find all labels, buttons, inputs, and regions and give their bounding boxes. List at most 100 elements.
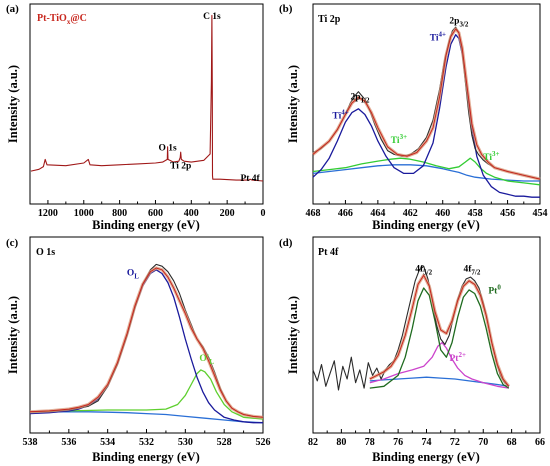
xtick-label-a-400: 400 xyxy=(184,208,199,219)
panel-d-xlabel: Binding energy (eV) xyxy=(372,450,480,464)
annotation-b-4: Ti3+ xyxy=(391,133,407,146)
panel-b-tag: (b) xyxy=(279,3,293,15)
series-c-background xyxy=(30,411,264,424)
series-d-pt2 xyxy=(369,341,509,389)
panel-b-xticks: 468 466 464 462 460 458 456 454 xyxy=(306,200,548,219)
annotation-b-0: 2p3/2 xyxy=(449,16,468,28)
xtick-label-b-466: 466 xyxy=(338,208,353,219)
annotation-a-0: C 1s xyxy=(203,12,221,22)
xtick-label-b-458: 458 xyxy=(468,208,483,219)
panel-d-plot xyxy=(312,265,511,391)
annotation-a-2: Ti 2p xyxy=(170,161,191,171)
annotation-d-1: 4f7/2 xyxy=(463,265,480,277)
xtick-label-c-538: 538 xyxy=(23,437,38,448)
panel-b-frame xyxy=(312,3,541,205)
panel-a-xticks: 1200 1000 800 600 400 200 0 xyxy=(38,200,266,219)
series-b-ti3 xyxy=(312,157,541,186)
annotation-d-3: Pt2+ xyxy=(449,351,465,364)
panel-d-ylabel: Intensity (a.u.) xyxy=(286,296,300,374)
panel-c-title: O 1s xyxy=(36,247,55,258)
annotation-d-0: 4f5/2 xyxy=(415,265,432,277)
xtick-label-b-460: 460 xyxy=(435,208,450,219)
panel-c-tag: (c) xyxy=(6,237,19,249)
panel-a-annotations: C 1s O 1s Ti 2p Pt 4f xyxy=(159,12,261,184)
series-c-raw xyxy=(29,263,264,418)
series-b-background xyxy=(312,164,540,182)
annotation-b-1: Ti4+ xyxy=(430,30,446,43)
panel-b-ylabel: Intensity (a.u.) xyxy=(286,65,300,143)
series-c-o_vacancy xyxy=(29,369,264,420)
series-d-raw xyxy=(312,265,510,391)
xtick-label-a-800: 800 xyxy=(112,208,127,219)
xtick-label-c-534: 534 xyxy=(100,437,115,448)
xtick-label-c-526: 526 xyxy=(256,437,271,448)
xtick-label-b-468: 468 xyxy=(306,208,321,219)
annotation-b-2: 2p1/2 xyxy=(351,92,370,104)
series-b-fit xyxy=(312,28,541,180)
series-b-raw xyxy=(312,26,541,180)
panel-b-title: Ti 2p xyxy=(318,14,341,25)
panel-c-xticks: 538 536 534 532 530 528 526 xyxy=(23,429,271,448)
xtick-label-a-600: 600 xyxy=(148,208,163,219)
annotation-b-5: Ti3+ xyxy=(483,150,499,163)
panel-a-plot xyxy=(30,14,264,182)
series-d-fit xyxy=(369,274,510,387)
xtick-label-a-200: 200 xyxy=(220,208,235,219)
annotation-c-0: OL xyxy=(127,268,139,280)
xtick-label-a-1200: 1200 xyxy=(38,208,58,219)
panel-c-annotations: OL O'L xyxy=(127,268,214,366)
xtick-label-c-532: 532 xyxy=(139,437,154,448)
series-a-survey xyxy=(30,14,264,182)
xtick-label-d-78: 78 xyxy=(365,437,375,448)
xtick-label-d-72: 72 xyxy=(450,437,460,448)
series-c-fit xyxy=(29,267,264,418)
panel-b-plot xyxy=(311,26,541,198)
series-c-envelope xyxy=(29,266,264,419)
panel-d-xticks: 82 80 78 76 74 72 70 68 66 xyxy=(308,429,545,448)
panel-c-ylabel: Intensity (a.u.) xyxy=(6,296,20,374)
panel-c: (c) O 1s 538 536 534 532 530 528 526 OL O'L Bin… xyxy=(6,236,271,464)
panel-d-frame xyxy=(312,236,541,434)
annotation-c-1: O'L xyxy=(199,354,214,366)
panel-c-xlabel: Binding energy (eV) xyxy=(92,450,200,464)
panel-a-tag: (a) xyxy=(6,3,19,15)
xtick-label-d-80: 80 xyxy=(336,437,346,448)
xtick-label-b-454: 454 xyxy=(533,208,548,219)
annotation-a-3: Pt 4f xyxy=(240,174,260,184)
series-c-o_lattice xyxy=(29,269,263,424)
xtick-label-d-66: 66 xyxy=(535,437,545,448)
series-b-ti4 xyxy=(312,34,540,198)
xtick-label-a-1000: 1000 xyxy=(74,208,94,219)
panel-a-xlabel: Binding energy (eV) xyxy=(92,218,200,232)
xtick-label-d-82: 82 xyxy=(308,437,318,448)
panel-a-title: Pt-TiOx@C xyxy=(37,13,87,26)
panel-a-ylabel: Intensity (a.u.) xyxy=(6,65,20,143)
panel-c-plot xyxy=(29,263,264,424)
panel-b: (b) Ti 2p 468 466 464 462 460 458 456 454 2p3/2… xyxy=(279,3,548,232)
panel-d-title: Pt 4f xyxy=(318,247,339,258)
xtick-label-d-70: 70 xyxy=(478,437,488,448)
xtick-label-c-536: 536 xyxy=(61,437,76,448)
xtick-label-d-68: 68 xyxy=(507,437,517,448)
xtick-label-d-76: 76 xyxy=(393,437,403,448)
panel-b-xlabel: Binding energy (eV) xyxy=(372,218,480,232)
xtick-label-c-528: 528 xyxy=(217,437,232,448)
xtick-label-c-530: 530 xyxy=(178,437,193,448)
panel-d-annotations: 4f5/2 4f7/2 Pt0 Pt2+ xyxy=(415,265,501,364)
xtick-label-b-464: 464 xyxy=(370,208,385,219)
panel-a-frame xyxy=(29,3,264,205)
annotation-d-2: Pt0 xyxy=(488,284,501,297)
annotation-a-1: O 1s xyxy=(159,143,178,153)
panel-d: (d) Pt 4f 82 80 78 76 74 72 70 68 66 4f5/2 4f7/2 P… xyxy=(279,236,545,464)
annotation-b-3: Ti4+ xyxy=(332,108,348,121)
xtick-label-d-74: 74 xyxy=(422,437,432,448)
xtick-label-b-462: 462 xyxy=(403,208,418,219)
panel-a: (a) Pt-TiOx@C 1200 1000 800 600 400 200 0 C 1s… xyxy=(6,3,266,232)
series-d-pt0 xyxy=(369,287,510,389)
xtick-label-b-456: 456 xyxy=(500,208,515,219)
series-b-envelope xyxy=(311,27,541,181)
xtick-label-a-0: 0 xyxy=(261,208,266,219)
panel-d-tag: (d) xyxy=(279,237,293,249)
